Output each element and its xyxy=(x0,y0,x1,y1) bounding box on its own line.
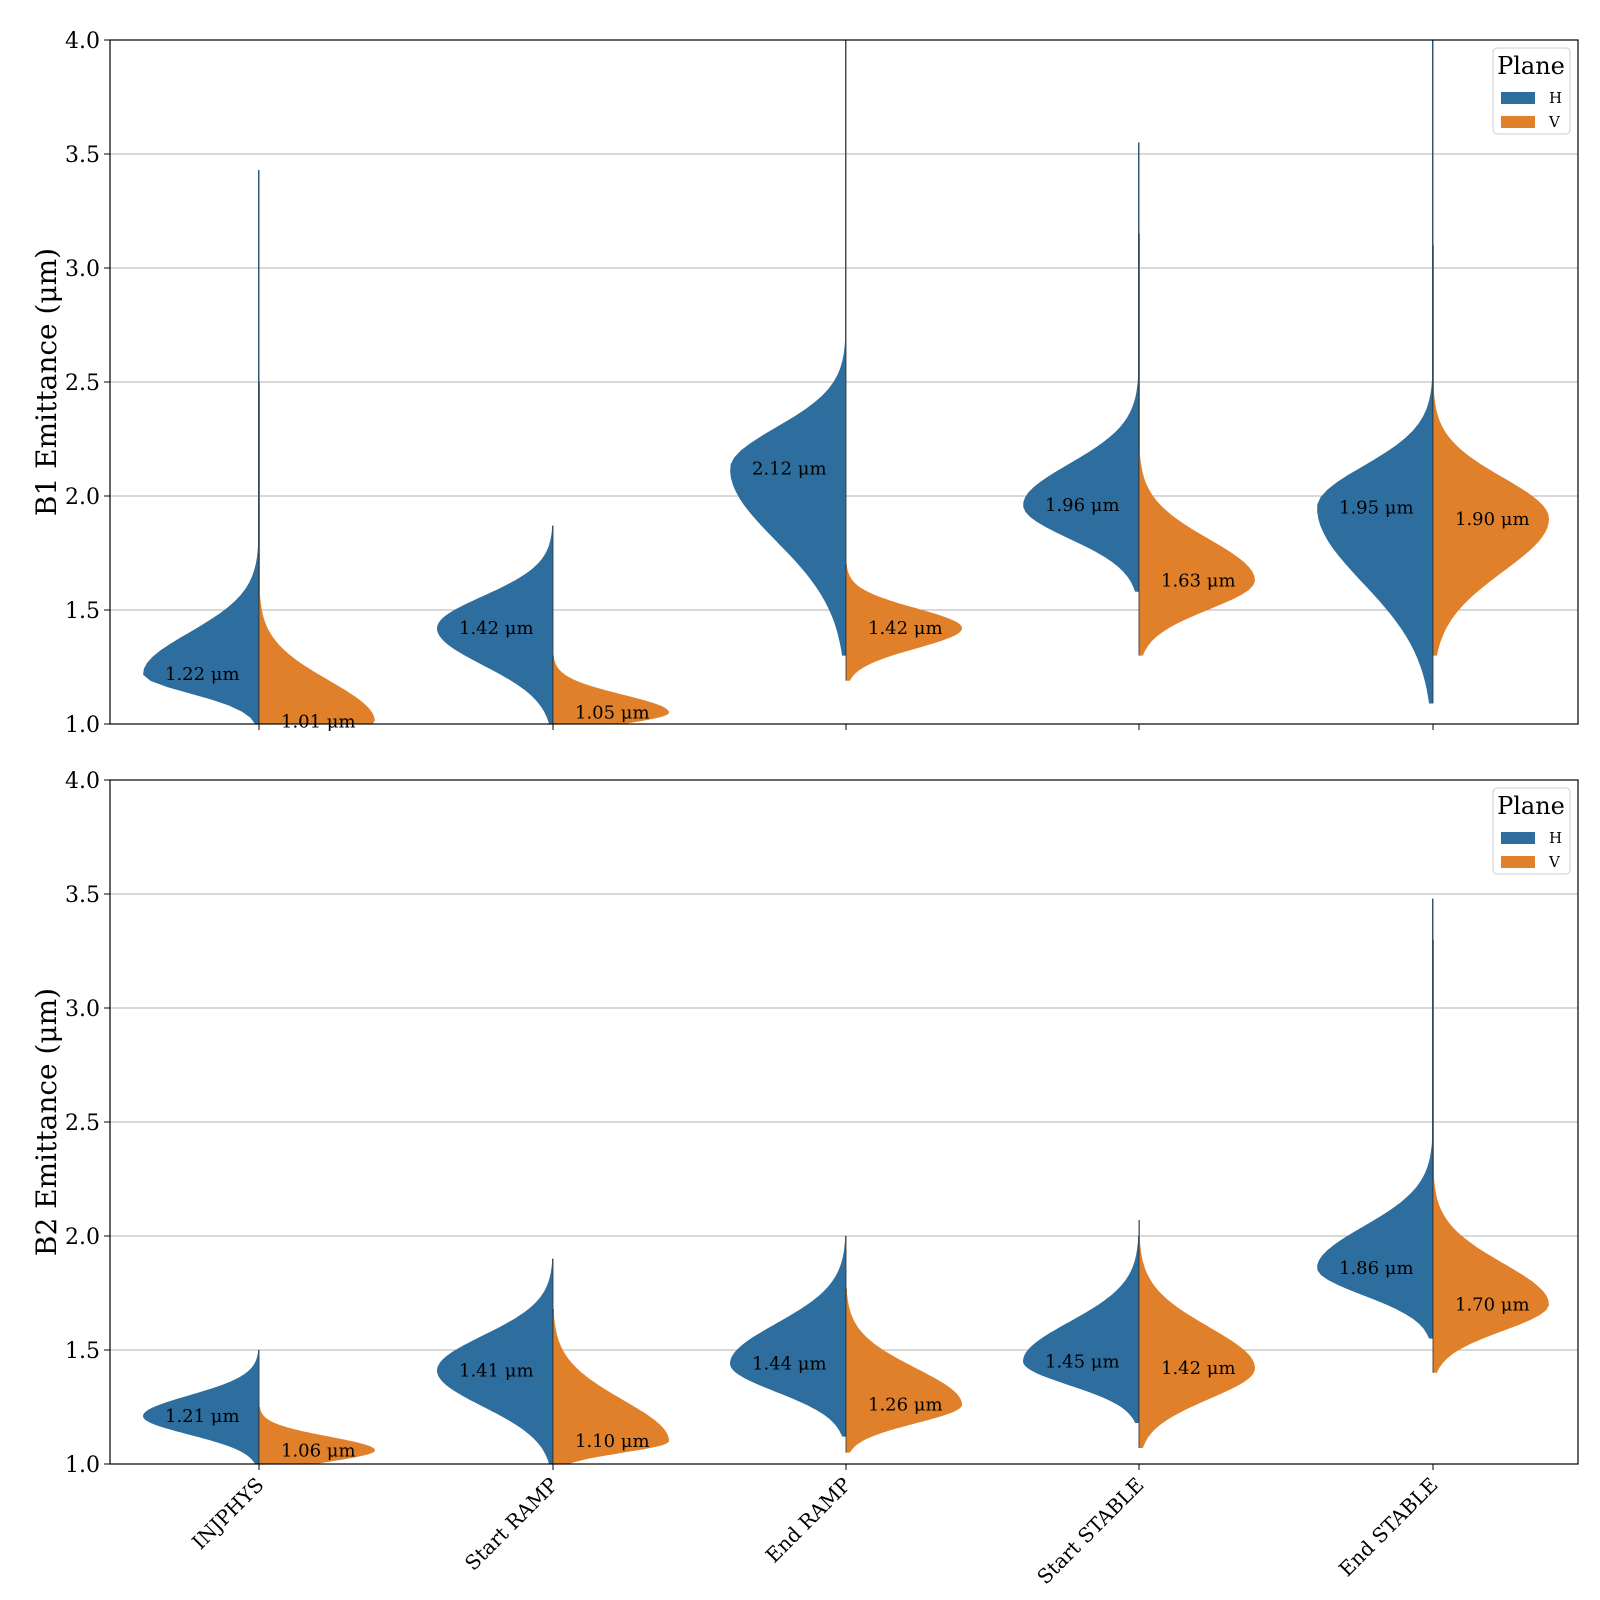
b2-y-axis-label: B2 Emittance (μm) xyxy=(30,988,63,1256)
b2-violin-v-start-ramp xyxy=(553,1308,669,1464)
b1-ytick-label: 2.5 xyxy=(65,371,100,396)
b2-violin-h-end-stable xyxy=(1317,898,1433,1339)
b2-legend-label-v: V xyxy=(1548,853,1561,871)
b2-violin-h-end-ramp xyxy=(730,1236,846,1437)
b1-plot-frame xyxy=(109,39,1579,725)
b1-violin-h-end-stable xyxy=(1317,40,1433,704)
b1-ytick-label: 3.0 xyxy=(65,257,100,282)
b1-violin-v-start-stable xyxy=(1139,233,1255,656)
b2-median-label-h-end-ramp: 1.44 μm xyxy=(752,1354,827,1375)
b1-ytick-label: 4.0 xyxy=(65,29,100,54)
b2-median-label-h-start-ramp: 1.41 μm xyxy=(459,1361,534,1382)
b1-median-label-v-start-stable: 1.63 μm xyxy=(1161,570,1236,591)
b2-violin-v-injphys xyxy=(259,1407,375,1464)
b1-violin-h-start-ramp xyxy=(437,525,553,724)
b2-ytick-label: 2.0 xyxy=(65,1225,100,1250)
b2-median-label-v-end-ramp: 1.26 μm xyxy=(868,1395,943,1416)
b1-ytick-label: 1.5 xyxy=(65,599,100,624)
b1-legend: Plane HV xyxy=(1492,47,1571,135)
b2-legend: Plane HV xyxy=(1492,787,1571,875)
b2-violin-h-start-stable xyxy=(1023,1236,1139,1423)
b2-median-label-v-injphys: 1.06 μm xyxy=(281,1440,356,1461)
b1-violin-v-end-stable xyxy=(1433,245,1549,656)
b2-violin-v-start-stable xyxy=(1139,1220,1255,1449)
b1-median-label-h-end-ramp: 2.12 μm xyxy=(752,459,827,480)
b2-ytick-label: 2.5 xyxy=(65,1111,100,1136)
b2-legend-label-h: H xyxy=(1549,829,1562,847)
b2-ytick-label: 3.0 xyxy=(65,997,100,1022)
b2-median-label-v-start-ramp: 1.10 μm xyxy=(575,1431,650,1452)
b1-y-axis-label: B1 Emittance (μm) xyxy=(30,248,63,516)
b1-legend-box xyxy=(1492,47,1571,135)
b1-median-label-v-end-ramp: 1.42 μm xyxy=(868,618,943,639)
b1-legend-swatch-h xyxy=(1501,92,1535,104)
b2-legend-swatch-h xyxy=(1501,832,1535,844)
b1-legend-swatch-v xyxy=(1501,116,1535,128)
b1-median-label-h-injphys: 1.22 μm xyxy=(165,664,240,685)
b2-violin-v-end-ramp xyxy=(846,1288,962,1453)
b2-median-label-v-end-stable: 1.70 μm xyxy=(1455,1294,1530,1315)
b1-median-label-h-start-ramp: 1.42 μm xyxy=(459,618,534,639)
b2-ytick-label: 1.0 xyxy=(65,1453,100,1478)
b1-legend-label-h: H xyxy=(1549,89,1562,107)
xtick-label-end-stable: End STABLE xyxy=(1334,1473,1443,1582)
b1-violin-v-injphys xyxy=(259,382,375,724)
b2-plot-frame xyxy=(109,779,1579,1465)
b2-median-label-h-injphys: 1.21 μm xyxy=(165,1406,240,1427)
b2-violin-v-end-stable xyxy=(1433,939,1549,1373)
b1-median-label-v-injphys: 1.01 μm xyxy=(281,712,356,733)
b2-ytick-label: 1.5 xyxy=(65,1339,100,1364)
b2-emittance-panel: 1.0 1.5 2.0 2.5 3.0 3.5 4.0 B2 Emittance (μm) 1.… xyxy=(30,769,1579,1589)
b1-violin-v-start-ramp xyxy=(553,655,669,724)
b1-legend-label-v: V xyxy=(1548,113,1561,131)
b1-median-label-h-start-stable: 1.96 μm xyxy=(1045,495,1120,516)
b1-median-label-h-end-stable: 1.95 μm xyxy=(1339,497,1414,518)
b2-legend-swatch-v xyxy=(1501,856,1535,868)
b2-median-label-v-start-stable: 1.42 μm xyxy=(1161,1358,1236,1379)
xtick-label-start-stable: Start STABLE xyxy=(1032,1473,1148,1589)
b1-violin-h-end-ramp xyxy=(730,40,846,656)
b1-emittance-panel: 1.0 1.5 2.0 2.5 3.0 3.5 4.0 B1 Emittance (μm) 1.… xyxy=(30,29,1579,738)
xtick-label-end-ramp: End RAMP xyxy=(761,1473,856,1568)
b2-ytick-label: 3.5 xyxy=(65,883,100,908)
b1-ytick-label: 1.0 xyxy=(65,713,100,738)
b2-legend-title: Plane xyxy=(1497,792,1565,820)
b2-violin-h-injphys xyxy=(143,1350,259,1464)
b1-median-label-v-start-ramp: 1.05 μm xyxy=(575,703,650,724)
b2-median-label-h-start-stable: 1.45 μm xyxy=(1045,1351,1120,1372)
b1-violin-h-start-stable xyxy=(1023,142,1139,592)
b1-median-label-v-end-stable: 1.90 μm xyxy=(1455,509,1530,530)
b2-median-label-h-end-stable: 1.86 μm xyxy=(1339,1258,1414,1279)
b2-legend-box xyxy=(1492,787,1571,875)
b1-legend-title: Plane xyxy=(1497,52,1565,80)
b1-ytick-label: 2.0 xyxy=(65,485,100,510)
b1-ytick-label: 3.5 xyxy=(65,143,100,168)
b2-ytick-label: 4.0 xyxy=(65,769,100,794)
xtick-label-injphys: INJPHYS xyxy=(187,1473,268,1554)
xtick-label-start-ramp: Start RAMP xyxy=(460,1473,563,1576)
b2-violin-h-start-ramp xyxy=(437,1258,553,1464)
b1-violin-h-injphys xyxy=(143,169,259,724)
b1-violin-v-end-ramp xyxy=(846,564,962,681)
